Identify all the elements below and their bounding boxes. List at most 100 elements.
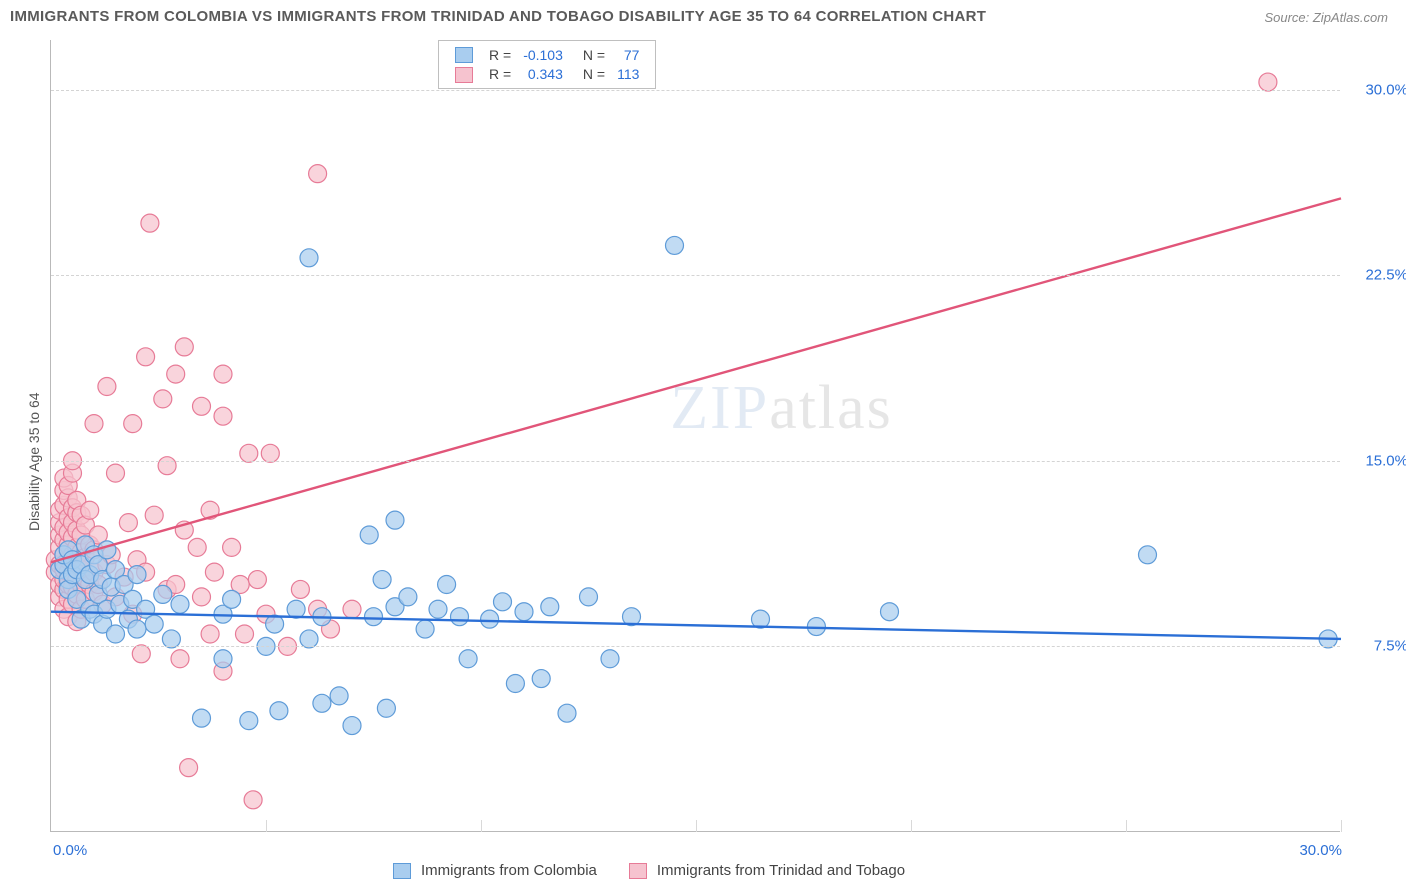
data-point — [506, 675, 524, 693]
data-point — [128, 566, 146, 584]
x-tick-label: 30.0% — [1299, 842, 1342, 859]
legend-r-label: R = — [483, 45, 517, 64]
data-point — [119, 514, 137, 532]
grid-line-h — [51, 90, 1340, 91]
y-tick-label: 7.5% — [1348, 638, 1406, 655]
legend-series-item: Immigrants from Colombia — [393, 862, 597, 879]
data-point — [214, 407, 232, 425]
data-point — [193, 709, 211, 727]
regression-line — [51, 198, 1341, 562]
legend-swatch — [455, 67, 473, 83]
data-point — [107, 464, 125, 482]
legend-row: R =-0.103N =77 — [449, 45, 645, 64]
data-point — [558, 704, 576, 722]
legend-n-value: 113 — [611, 64, 645, 83]
data-point — [399, 588, 417, 606]
legend-r-value: -0.103 — [517, 45, 569, 64]
data-point — [494, 593, 512, 611]
data-point — [386, 511, 404, 529]
legend-n-value: 77 — [611, 45, 645, 64]
legend-swatch — [455, 47, 473, 63]
data-point — [266, 615, 284, 633]
data-point — [158, 457, 176, 475]
data-point — [330, 687, 348, 705]
data-point — [171, 650, 189, 668]
data-point — [451, 608, 469, 626]
grid-line-h — [51, 275, 1340, 276]
grid-tick-v — [266, 820, 267, 832]
legend-row: R =0.343N =113 — [449, 64, 645, 83]
legend-r-value: 0.343 — [517, 64, 569, 83]
data-point — [377, 699, 395, 717]
data-point — [124, 415, 142, 433]
data-point — [261, 444, 279, 462]
data-point — [162, 630, 180, 648]
data-point — [287, 600, 305, 618]
data-point — [666, 236, 684, 254]
data-point — [343, 600, 361, 618]
data-point — [270, 702, 288, 720]
data-point — [1259, 73, 1277, 91]
grid-tick-v — [1126, 820, 1127, 832]
grid-line-h — [51, 461, 1340, 462]
legend-swatch — [629, 863, 647, 879]
legend-n-label: N = — [569, 45, 611, 64]
data-point — [236, 625, 254, 643]
data-point — [145, 506, 163, 524]
chart-title: IMMIGRANTS FROM COLOMBIA VS IMMIGRANTS F… — [10, 8, 986, 25]
data-point — [416, 620, 434, 638]
data-point — [141, 214, 159, 232]
y-axis-label: Disability Age 35 to 64 — [26, 393, 42, 532]
grid-tick-v — [1341, 820, 1342, 832]
data-point — [214, 650, 232, 668]
data-point — [137, 348, 155, 366]
title-bar: IMMIGRANTS FROM COLOMBIA VS IMMIGRANTS F… — [10, 8, 1396, 34]
data-point — [145, 615, 163, 633]
data-point — [223, 590, 241, 608]
data-point — [128, 620, 146, 638]
data-point — [85, 415, 103, 433]
legend-swatch — [393, 863, 411, 879]
data-point — [365, 608, 383, 626]
data-point — [201, 625, 219, 643]
data-point — [601, 650, 619, 668]
data-point — [180, 759, 198, 777]
data-point — [98, 378, 116, 396]
data-point — [515, 603, 533, 621]
grid-tick-v — [481, 820, 482, 832]
data-point — [373, 571, 391, 589]
data-point — [154, 390, 172, 408]
legend-correlation-table: R =-0.103N =77R =0.343N =113 — [449, 45, 645, 84]
data-point — [107, 625, 125, 643]
data-point — [214, 365, 232, 383]
data-point — [1139, 546, 1157, 564]
data-point — [81, 501, 99, 519]
data-point — [175, 338, 193, 356]
data-point — [360, 526, 378, 544]
legend-r-label: R = — [483, 64, 517, 83]
data-point — [438, 576, 456, 594]
legend-series-label: Immigrants from Trinidad and Tobago — [657, 862, 905, 879]
y-tick-label: 30.0% — [1348, 81, 1406, 98]
legend-series: Immigrants from Colombia Immigrants from … — [393, 862, 905, 879]
data-point — [248, 571, 266, 589]
data-point — [300, 630, 318, 648]
grid-tick-v — [696, 820, 697, 832]
data-point — [343, 717, 361, 735]
y-tick-label: 15.0% — [1348, 452, 1406, 469]
data-point — [240, 712, 258, 730]
data-point — [240, 444, 258, 462]
legend-series-label: Immigrants from Colombia — [421, 862, 597, 879]
data-point — [313, 694, 331, 712]
data-point — [193, 397, 211, 415]
data-point — [171, 595, 189, 613]
data-point — [481, 610, 499, 628]
data-point — [881, 603, 899, 621]
data-point — [541, 598, 559, 616]
data-point — [223, 538, 241, 556]
data-point — [154, 585, 172, 603]
legend-correlation: R =-0.103N =77R =0.343N =113 — [438, 40, 656, 89]
data-point — [459, 650, 477, 668]
data-point — [167, 365, 185, 383]
data-point — [188, 538, 206, 556]
